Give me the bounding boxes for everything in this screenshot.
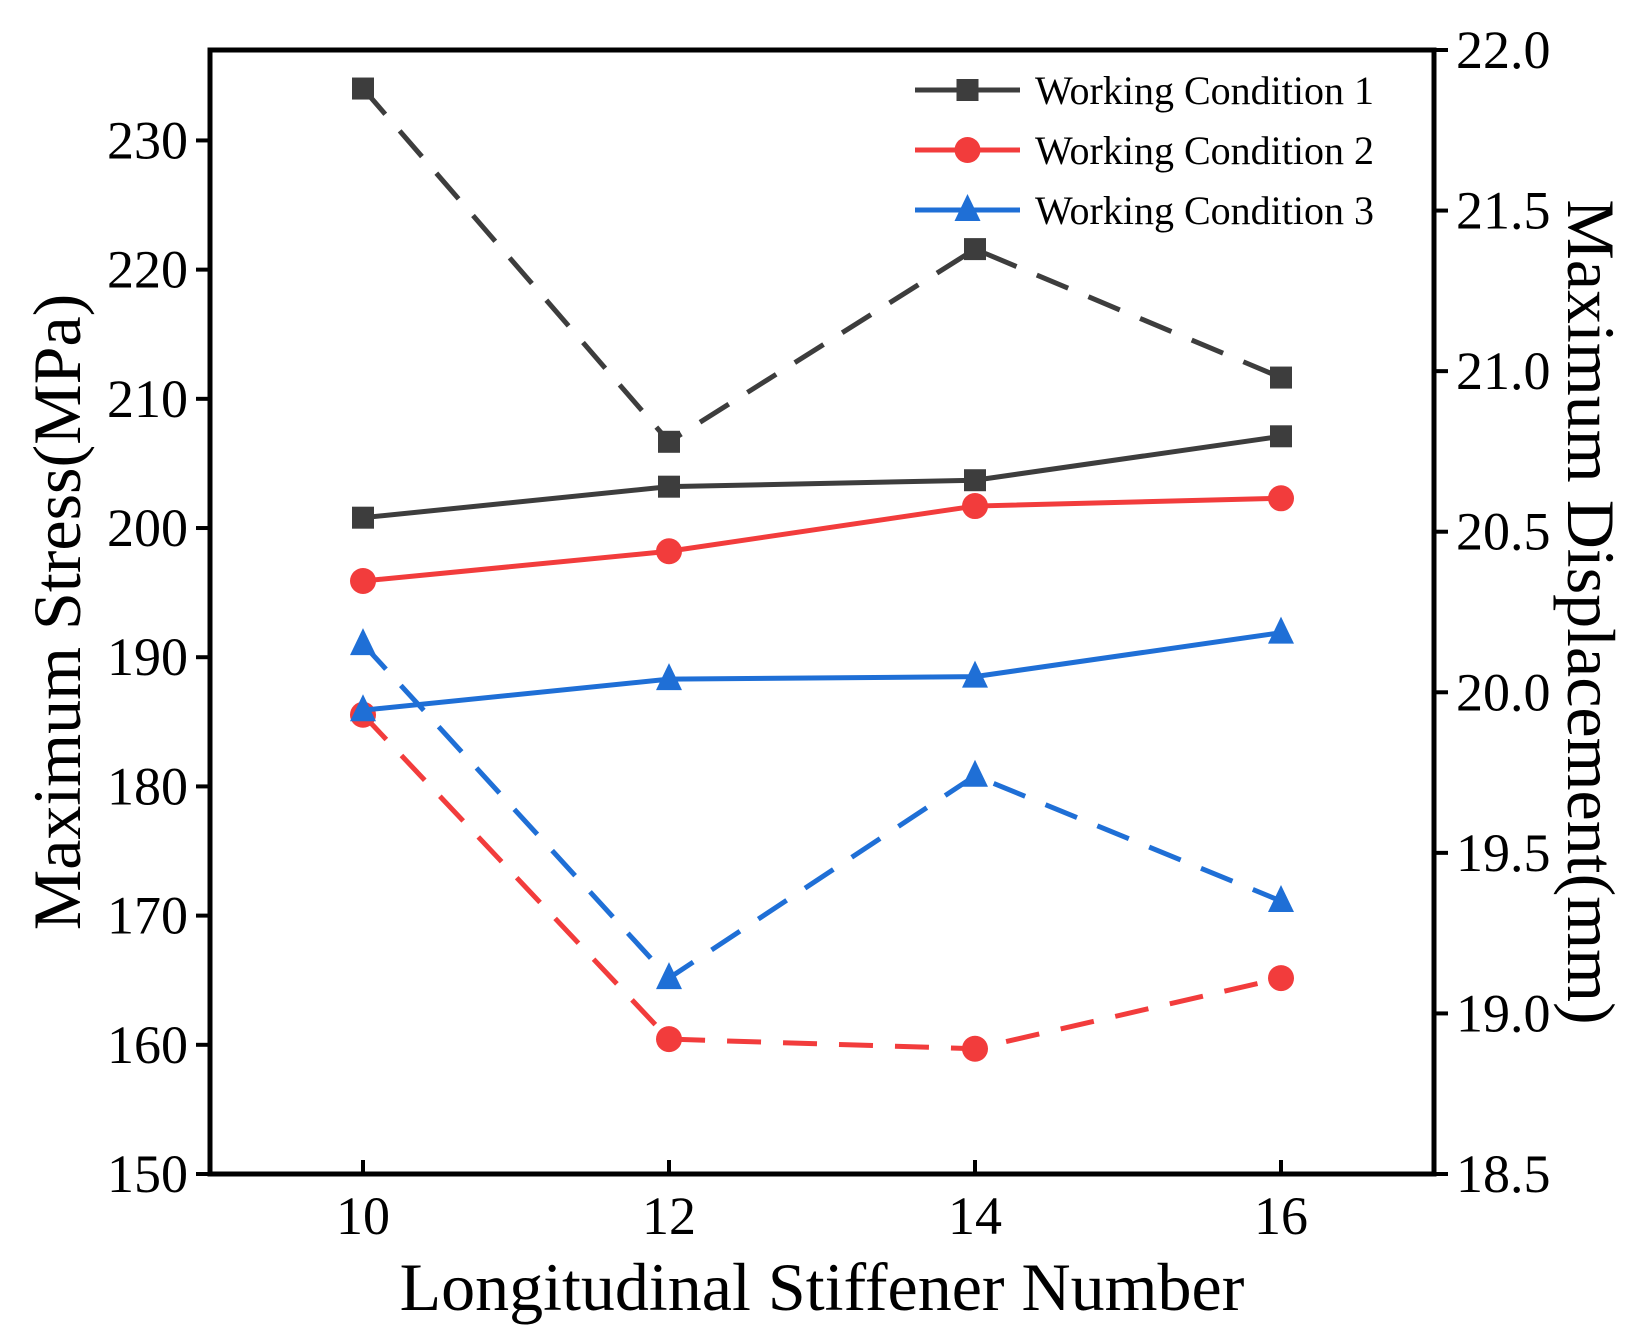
legend-marker-series-3: [954, 194, 981, 221]
stress-point-series-3: [656, 663, 682, 691]
stress-point-series-1: [964, 469, 986, 492]
y-right-tick-label: 18.5: [1456, 1144, 1551, 1204]
y-right-tick-label: 21.0: [1456, 341, 1551, 401]
legend-label-series-1: Working Condition 1: [1035, 68, 1374, 113]
displacement-point-series-3: [350, 628, 376, 656]
stress-point-series-2: [962, 493, 988, 520]
y-left-tick-label: 150: [107, 1144, 188, 1204]
displacement-point-series-1: [964, 238, 986, 261]
stress-point-series-1: [1270, 425, 1292, 448]
displacement-point-series-1: [1270, 366, 1292, 389]
stress-point-series-3: [350, 694, 376, 722]
plot-frame: [207, 47, 1437, 1177]
y-left-tick-label: 230: [107, 110, 188, 170]
displacement-point-series-1: [352, 77, 374, 100]
x-tick-label: 10: [336, 1186, 390, 1246]
x-tick-label: 14: [948, 1186, 1002, 1246]
displacement-line-series-1: [361, 86, 1282, 446]
y-right-tick-label: 19.0: [1456, 983, 1551, 1043]
y-axis-right-title: Maximum Displacement(mm): [1553, 199, 1629, 1024]
stress-point-series-1: [352, 506, 374, 529]
y-left-tick-label: 170: [107, 886, 188, 946]
displacement-point-series-2: [1268, 965, 1294, 992]
y-left-tick-label: 180: [107, 756, 188, 816]
y-axis-left-title: Maximum Stress(MPa): [19, 294, 95, 931]
stress-line-series-3: [362, 630, 1282, 713]
stress-point-series-2: [656, 538, 682, 565]
stress-point-series-1: [658, 475, 680, 498]
stress-point-series-3: [1268, 616, 1294, 644]
legend-label-series-3: Working Condition 3: [1035, 188, 1374, 233]
stress-point-series-3: [962, 660, 988, 688]
y-right-tick-label: 22.0: [1456, 20, 1551, 80]
displacement-line-series-2: [361, 713, 1282, 1052]
displacement-point-series-2: [656, 1026, 682, 1053]
legend-marker-series-1: [956, 79, 979, 101]
y-left-tick-label: 190: [107, 627, 188, 687]
y-right-tick-label: 20.5: [1456, 502, 1551, 562]
x-tick-label: 12: [642, 1186, 696, 1246]
stress-point-series-2: [1268, 485, 1294, 512]
displacement-point-series-3: [656, 962, 682, 990]
displacement-point-series-3: [1268, 885, 1294, 913]
stress-line-series-1: [362, 433, 1282, 521]
x-tick-label: 16: [1254, 1186, 1308, 1246]
displacement-point-series-3: [962, 759, 988, 787]
stress-point-series-2: [350, 567, 376, 594]
stress-line-series-2: [362, 495, 1282, 584]
displacement-line-series-3: [361, 642, 1282, 982]
y-left-tick-label: 220: [107, 240, 188, 300]
x-axis-title: Longitudinal Stiffener Number: [400, 1249, 1245, 1325]
y-right-tick-label: 19.5: [1456, 823, 1551, 883]
legend: Working Condition 1 Working Condition 2 Wo…: [915, 68, 1374, 233]
legend-label-series-2: Working Condition 2: [1035, 128, 1374, 173]
y-right-tick-label: 20.0: [1456, 662, 1551, 722]
y-left-tick-label: 210: [107, 369, 188, 429]
y-left-tick-label: 200: [107, 498, 188, 558]
displacement-point-series-2: [962, 1035, 988, 1062]
y-right-tick-label: 21.5: [1456, 181, 1551, 241]
axes: 10 12 14 16 150 160 170 180 190 200 210 220 230 18.5 1…: [107, 20, 1551, 1246]
y-left-tick-label: 160: [107, 1015, 188, 1075]
legend-marker-series-2: [954, 137, 981, 163]
displacement-point-series-1: [658, 430, 680, 453]
plot-area: [350, 77, 1294, 1062]
